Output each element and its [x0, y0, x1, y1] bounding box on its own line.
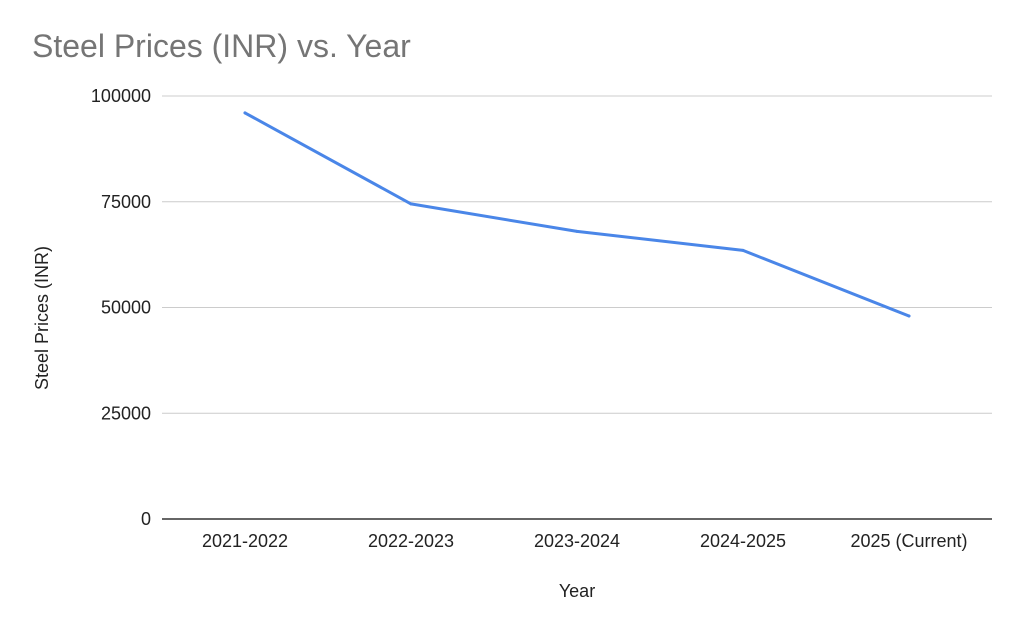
y-axis-ticks: 0 25000 50000 75000 100000	[91, 86, 151, 529]
y-tick-label: 50000	[101, 298, 151, 318]
chart-title: Steel Prices (INR) vs. Year	[32, 28, 411, 64]
x-tick-label: 2021-2022	[202, 531, 288, 551]
x-tick-label: 2024-2025	[700, 531, 786, 551]
series-layer	[243, 111, 911, 318]
data-point	[741, 248, 745, 252]
data-point	[409, 202, 413, 206]
y-tick-label: 100000	[91, 86, 151, 106]
x-axis-title: Year	[559, 581, 595, 601]
y-tick-label: 0	[141, 509, 151, 529]
data-point	[243, 111, 247, 115]
gridlines	[162, 95, 992, 520]
x-tick-label: 2022-2023	[368, 531, 454, 551]
y-axis-title: Steel Prices (INR)	[32, 246, 52, 390]
data-point	[575, 229, 579, 233]
data-point	[907, 314, 911, 318]
x-tick-label: 2025 (Current)	[850, 531, 967, 551]
x-tick-label: 2023-2024	[534, 531, 620, 551]
y-tick-label: 25000	[101, 403, 151, 423]
y-tick-label: 75000	[101, 192, 151, 212]
x-axis-ticks: 2021-2022 2022-2023 2023-2024 2024-2025 2025…	[202, 531, 968, 551]
series-line	[243, 111, 911, 318]
